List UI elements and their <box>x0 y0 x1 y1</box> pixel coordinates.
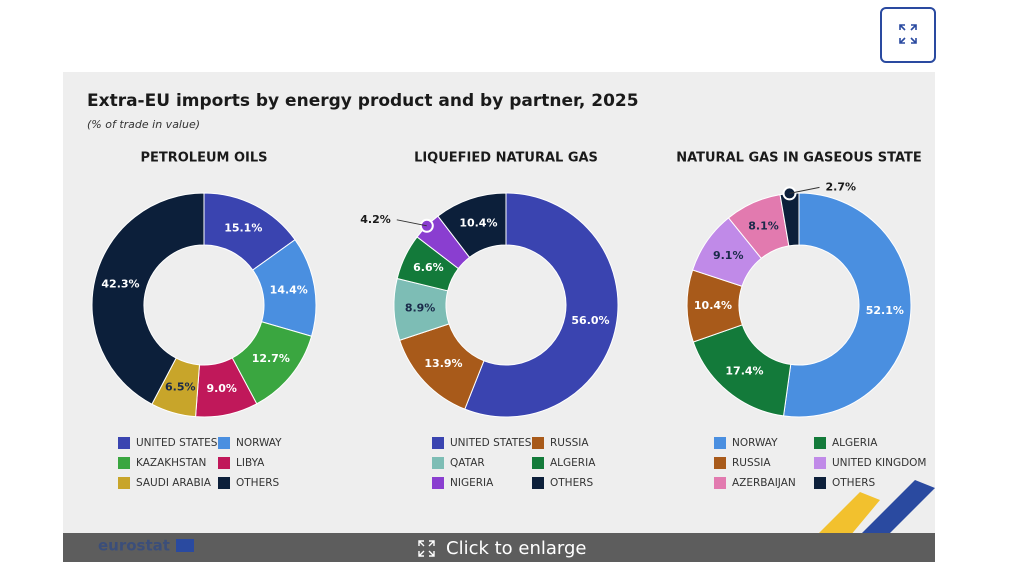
donut-slice <box>464 192 619 418</box>
legend-swatch <box>814 477 826 489</box>
legend-label: UNITED KINGDOM <box>832 457 927 469</box>
legend-label: ALGERIA <box>550 457 596 469</box>
expand-icon <box>899 24 917 44</box>
legend-label: RUSSIA <box>732 457 771 469</box>
leader-line <box>789 186 820 194</box>
value-label: 17.4% <box>725 365 763 378</box>
legend-label: OTHERS <box>832 477 876 489</box>
legend-swatch <box>714 437 726 449</box>
chart-title: Extra-EU imports by energy product and b… <box>87 91 639 111</box>
legend-swatch <box>532 477 544 489</box>
donut-slice <box>437 192 507 259</box>
value-label: 8.9% <box>405 302 436 315</box>
value-label: 14.4% <box>270 283 308 296</box>
leader-line <box>396 219 427 227</box>
donut-slice <box>782 192 912 418</box>
value-label: 4.2% <box>360 213 391 226</box>
legend-label: LIBYA <box>236 457 265 469</box>
legend-swatch <box>118 437 130 449</box>
legend-label: UNITED STATES <box>450 437 532 449</box>
value-label: 12.7% <box>252 352 290 365</box>
legend-label: NORWAY <box>732 437 778 449</box>
donut-title: PETROLEUM OILS <box>140 151 267 166</box>
legend-label: ALGERIA <box>832 437 878 449</box>
chart-card <box>63 72 935 562</box>
legend-swatch <box>532 457 544 469</box>
legend-swatch <box>814 437 826 449</box>
expand-button[interactable] <box>880 7 936 63</box>
value-label: 52.1% <box>866 304 904 317</box>
value-label: 56.0% <box>571 314 609 327</box>
value-label: 10.4% <box>459 217 497 230</box>
legend-label: SAUDI ARABIA <box>136 477 212 489</box>
enlarge-bar[interactable] <box>63 533 935 562</box>
value-label: 6.5% <box>165 381 196 394</box>
legend-label: QATAR <box>450 457 485 469</box>
legend-swatch <box>118 457 130 469</box>
donut-slice <box>91 192 205 405</box>
legend-label: AZERBAIJAN <box>732 477 796 489</box>
value-label: 6.6% <box>413 261 444 274</box>
legend-label: KAZAKHSTAN <box>136 457 206 469</box>
value-label: 15.1% <box>224 221 262 234</box>
value-label: 2.7% <box>825 180 856 193</box>
value-label: 42.3% <box>101 277 139 290</box>
legend-label: NORWAY <box>236 437 282 449</box>
legend-swatch <box>218 477 230 489</box>
legend-label: NIGERIA <box>450 477 494 489</box>
enlarge-icon <box>418 540 435 557</box>
legend-swatch <box>714 477 726 489</box>
legend-swatch <box>432 457 444 469</box>
value-label: 13.9% <box>424 357 462 370</box>
brand: eurostat <box>98 537 170 555</box>
legend-swatch <box>218 437 230 449</box>
legend-swatch <box>118 477 130 489</box>
legend-swatch <box>714 457 726 469</box>
legend-swatch <box>532 437 544 449</box>
legend-label: UNITED STATES <box>136 437 218 449</box>
value-label: 10.4% <box>694 299 732 312</box>
legend-swatch <box>814 457 826 469</box>
donut-title: LIQUEFIED NATURAL GAS <box>414 151 598 166</box>
legend-swatch <box>218 457 230 469</box>
eu-flag <box>176 539 194 552</box>
value-label: 9.0% <box>206 382 237 395</box>
donut-title: NATURAL GAS IN GASEOUS STATE <box>676 151 922 166</box>
legend-swatch <box>432 477 444 489</box>
legend-label: OTHERS <box>236 477 280 489</box>
legend-swatch <box>432 437 444 449</box>
legend-label: OTHERS <box>550 477 594 489</box>
value-label: 9.1% <box>713 249 744 262</box>
chart-subtitle: (% of trade in value) <box>87 118 200 131</box>
enlarge-label[interactable]: Click to enlarge <box>446 538 587 559</box>
legend-label: RUSSIA <box>550 437 589 449</box>
value-label: 8.1% <box>748 220 779 233</box>
